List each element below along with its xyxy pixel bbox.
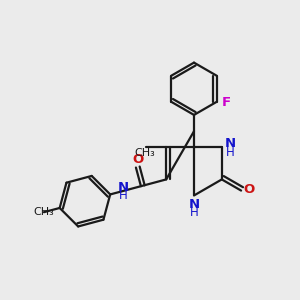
- Text: N: N: [225, 137, 236, 150]
- Text: F: F: [222, 96, 231, 109]
- Text: H: H: [119, 189, 128, 202]
- Text: N: N: [118, 181, 129, 194]
- Text: CH₃: CH₃: [34, 207, 54, 217]
- Text: H: H: [190, 206, 198, 219]
- Text: O: O: [133, 153, 144, 166]
- Text: N: N: [188, 199, 200, 212]
- Text: H: H: [226, 146, 235, 159]
- Text: O: O: [243, 183, 254, 196]
- Text: CH₃: CH₃: [134, 148, 155, 158]
